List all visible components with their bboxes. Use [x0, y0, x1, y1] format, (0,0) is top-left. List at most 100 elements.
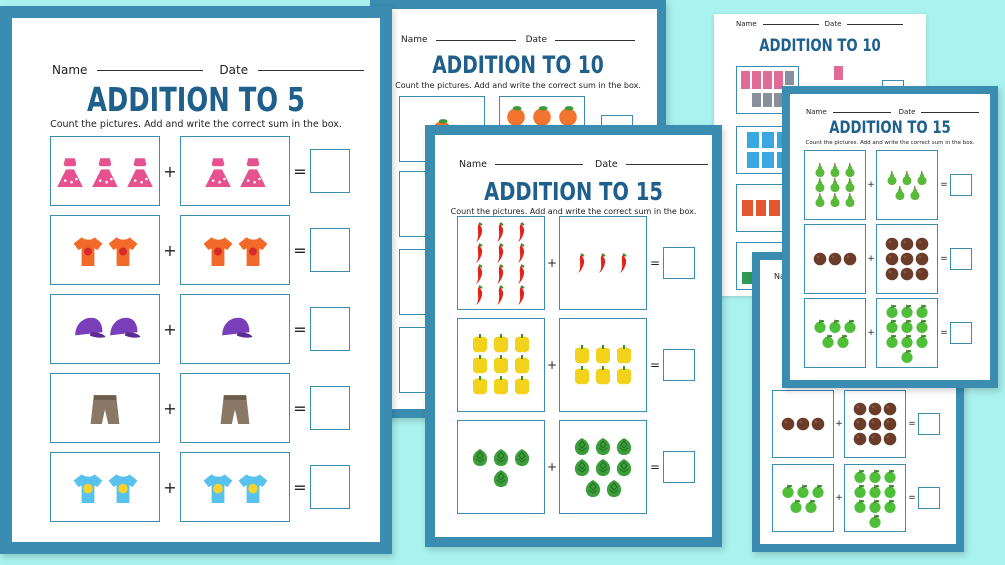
green-apple-icon	[814, 319, 826, 333]
date-line[interactable]	[625, 164, 708, 165]
gray-eraser-icon	[752, 93, 761, 107]
plus-sign: +	[835, 419, 843, 429]
right-picture-box	[180, 215, 290, 285]
answer-box[interactable]	[950, 248, 972, 270]
name-label: Name	[401, 35, 428, 45]
brown-nut-icon	[885, 252, 899, 266]
brown-nut-icon	[915, 237, 929, 251]
artichoke-icon	[606, 480, 621, 497]
name-date-row: Name Date	[401, 35, 636, 45]
pink-eraser-icon	[774, 71, 783, 89]
equation-row: + =	[50, 294, 350, 364]
green-apple-icon	[797, 484, 809, 498]
answer-box[interactable]	[918, 413, 940, 435]
name-line[interactable]	[435, 39, 516, 41]
green-apple-icon	[829, 319, 841, 333]
pink-dress-icon	[204, 158, 231, 187]
yellow-pepper-icon	[473, 334, 487, 353]
answer-box[interactable]	[950, 322, 972, 344]
name-line[interactable]	[762, 23, 819, 25]
green-apple-icon	[916, 334, 928, 348]
green-apple-icon	[886, 319, 898, 333]
answer-box[interactable]	[310, 307, 350, 351]
green-apple-icon	[844, 319, 856, 333]
pencil-icon	[834, 66, 843, 80]
date-line[interactable]	[847, 23, 904, 25]
right-picture-box	[559, 420, 647, 514]
green-pear-icon	[902, 170, 912, 185]
orange-book-icon	[755, 200, 766, 216]
brown-nut-icon	[811, 417, 825, 431]
green-pear-icon	[830, 178, 840, 192]
name-line[interactable]	[97, 69, 204, 71]
red-chili-icon	[476, 242, 483, 263]
equation-row: + =	[50, 373, 350, 443]
answer-box[interactable]	[310, 465, 350, 509]
name-line[interactable]	[832, 111, 891, 113]
date-line[interactable]	[921, 111, 980, 113]
equation-row: + =	[50, 136, 350, 206]
peach-icon	[533, 106, 551, 126]
answer-box[interactable]	[918, 487, 940, 509]
equation-row: + =	[457, 420, 695, 514]
left-picture-box	[50, 136, 160, 206]
blue-sharpener-icon	[761, 151, 774, 168]
green-apple-icon	[836, 334, 849, 348]
equation-row: + =	[50, 452, 350, 522]
brown-nut-icon	[885, 237, 899, 251]
answer-box[interactable]	[663, 451, 695, 483]
answer-box[interactable]	[310, 228, 350, 272]
date-label: Date	[595, 159, 618, 170]
brown-nut-icon	[883, 417, 897, 431]
answer-box[interactable]	[663, 349, 695, 381]
yellow-pepper-icon	[575, 365, 589, 384]
green-pear-icon	[830, 163, 840, 177]
left-picture-box	[50, 294, 160, 364]
left-picture-box	[772, 464, 834, 532]
page-title: ADDITION TO 10	[759, 36, 881, 56]
artichoke-icon	[493, 448, 509, 466]
peach-icon	[507, 106, 525, 126]
green-pear-icon	[887, 170, 897, 185]
brown-nut-icon	[900, 252, 914, 266]
brown-nut-icon	[900, 237, 914, 251]
red-chili-icon	[476, 284, 483, 305]
green-apple-icon	[869, 514, 881, 528]
answer-box[interactable]	[310, 386, 350, 430]
left-picture-box	[804, 224, 866, 294]
green-pear-icon	[830, 193, 840, 207]
equation-row: + =	[772, 464, 940, 532]
brown-nut-icon	[853, 432, 867, 446]
brown-nut-icon	[781, 417, 795, 431]
plus-sign: +	[163, 319, 177, 339]
green-apple-icon	[789, 499, 802, 513]
blue-sharpener-icon	[761, 132, 774, 148]
name-line[interactable]	[495, 164, 584, 165]
date-line[interactable]	[555, 39, 636, 41]
purple-cap-icon	[74, 317, 106, 338]
green-pear-icon	[895, 185, 904, 200]
date-line[interactable]	[258, 69, 365, 71]
right-picture-box	[844, 464, 906, 532]
answer-box[interactable]	[663, 247, 695, 279]
green-apple-icon	[916, 319, 928, 333]
green-pear-icon	[845, 193, 855, 207]
red-chili-icon	[476, 263, 483, 284]
right-picture-box	[876, 224, 938, 294]
plus-sign: +	[835, 493, 843, 503]
plus-sign: +	[163, 398, 177, 418]
answer-box[interactable]	[310, 149, 350, 193]
red-chili-icon	[518, 242, 525, 263]
artichoke-icon	[472, 448, 488, 466]
right-picture-box	[876, 298, 938, 368]
plus-sign: +	[546, 358, 558, 372]
yellow-pepper-icon	[494, 355, 508, 374]
page-title: ADDITION TO 15	[829, 118, 951, 138]
row-sharpeners	[736, 126, 799, 174]
answer-box[interactable]	[950, 174, 972, 196]
name-label: Name	[459, 159, 488, 170]
green-apple-icon	[869, 499, 881, 513]
red-chili-icon	[518, 284, 525, 305]
equals-sign: =	[293, 319, 307, 339]
worksheet-addition-to-15-small: Name Date ADDITION TO 15 Count the pictu…	[782, 86, 998, 388]
